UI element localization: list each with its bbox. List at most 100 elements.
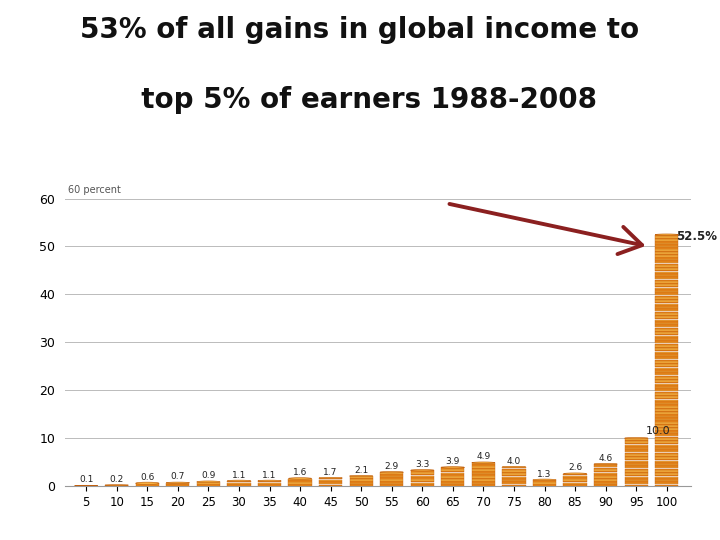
Ellipse shape	[350, 475, 373, 477]
Bar	[503, 481, 526, 483]
Bar	[594, 474, 617, 476]
Bar	[655, 483, 678, 484]
Bar	[655, 257, 678, 259]
Bar	[655, 316, 678, 318]
Bar	[503, 484, 526, 486]
Bar	[655, 436, 678, 438]
Text: 2.6: 2.6	[568, 463, 582, 472]
Bar	[380, 483, 403, 484]
Bar	[410, 481, 434, 482]
Bar	[655, 329, 678, 330]
Bar	[472, 483, 495, 484]
Text: 0.6: 0.6	[140, 473, 155, 482]
Bar	[350, 476, 373, 477]
Bar	[655, 246, 678, 247]
Bar	[655, 448, 678, 449]
Bar	[564, 479, 587, 481]
Bar	[380, 479, 403, 481]
Bar	[655, 475, 678, 476]
Bar	[503, 475, 526, 476]
Bar	[655, 377, 678, 379]
Bar	[441, 468, 464, 469]
Bar	[655, 373, 678, 374]
Text: top 5% of earners 1988-2008: top 5% of earners 1988-2008	[122, 86, 598, 114]
Bar	[655, 348, 678, 350]
Ellipse shape	[410, 470, 434, 471]
Bar	[624, 444, 648, 446]
Bar	[655, 369, 678, 370]
Bar	[533, 484, 556, 486]
Bar	[655, 470, 678, 471]
Bar	[655, 252, 678, 254]
Bar	[410, 483, 434, 484]
Bar	[197, 484, 220, 486]
Bar	[655, 350, 678, 352]
Bar	[655, 403, 678, 404]
Bar	[410, 479, 434, 481]
Bar	[441, 484, 464, 486]
Bar	[655, 262, 678, 264]
Bar	[380, 474, 403, 476]
Bar	[655, 385, 678, 387]
Bar	[350, 478, 373, 480]
Ellipse shape	[319, 477, 342, 478]
Bar	[655, 408, 678, 409]
Bar	[655, 297, 678, 299]
Bar	[624, 469, 648, 470]
Bar	[472, 472, 495, 474]
Bar	[655, 321, 678, 322]
Bar	[258, 481, 281, 482]
Bar	[655, 392, 678, 393]
Bar	[655, 454, 678, 456]
Bar	[624, 464, 648, 465]
Bar	[655, 453, 678, 454]
Bar	[655, 280, 678, 281]
Bar	[594, 484, 617, 486]
Bar	[503, 470, 526, 471]
Bar	[594, 480, 617, 481]
Bar	[503, 472, 526, 473]
Bar	[655, 353, 678, 355]
Bar	[655, 237, 678, 238]
Text: 2.1: 2.1	[354, 465, 369, 475]
Bar	[655, 303, 678, 305]
Bar	[655, 438, 678, 440]
Bar	[655, 254, 678, 255]
Bar	[655, 416, 678, 417]
Bar	[441, 469, 464, 471]
Bar	[655, 272, 678, 273]
Bar	[624, 448, 648, 449]
Bar	[655, 247, 678, 249]
Ellipse shape	[441, 467, 464, 468]
Bar	[503, 474, 526, 475]
Ellipse shape	[564, 473, 587, 474]
Bar	[655, 291, 678, 292]
Text: 53% of all gains in global income to: 53% of all gains in global income to	[81, 16, 639, 44]
Bar	[228, 483, 251, 484]
Bar	[624, 438, 648, 440]
Bar	[655, 292, 678, 294]
Bar	[624, 480, 648, 481]
Bar	[655, 382, 678, 383]
Bar	[655, 390, 678, 392]
Bar	[624, 477, 648, 478]
Bar	[655, 401, 678, 403]
Bar	[655, 238, 678, 239]
Bar	[624, 462, 648, 464]
Bar	[655, 323, 678, 324]
Ellipse shape	[166, 482, 189, 483]
Bar	[655, 352, 678, 353]
Bar	[655, 474, 678, 475]
Bar	[655, 281, 678, 282]
Bar	[472, 484, 495, 486]
Text: 10.0: 10.0	[645, 426, 670, 436]
Bar	[655, 355, 678, 356]
Bar	[655, 364, 678, 366]
Ellipse shape	[503, 466, 526, 468]
Bar	[624, 454, 648, 456]
Bar	[105, 485, 128, 486]
Bar	[472, 464, 495, 466]
Bar	[655, 469, 678, 470]
Bar	[289, 482, 312, 484]
Bar	[624, 484, 648, 486]
